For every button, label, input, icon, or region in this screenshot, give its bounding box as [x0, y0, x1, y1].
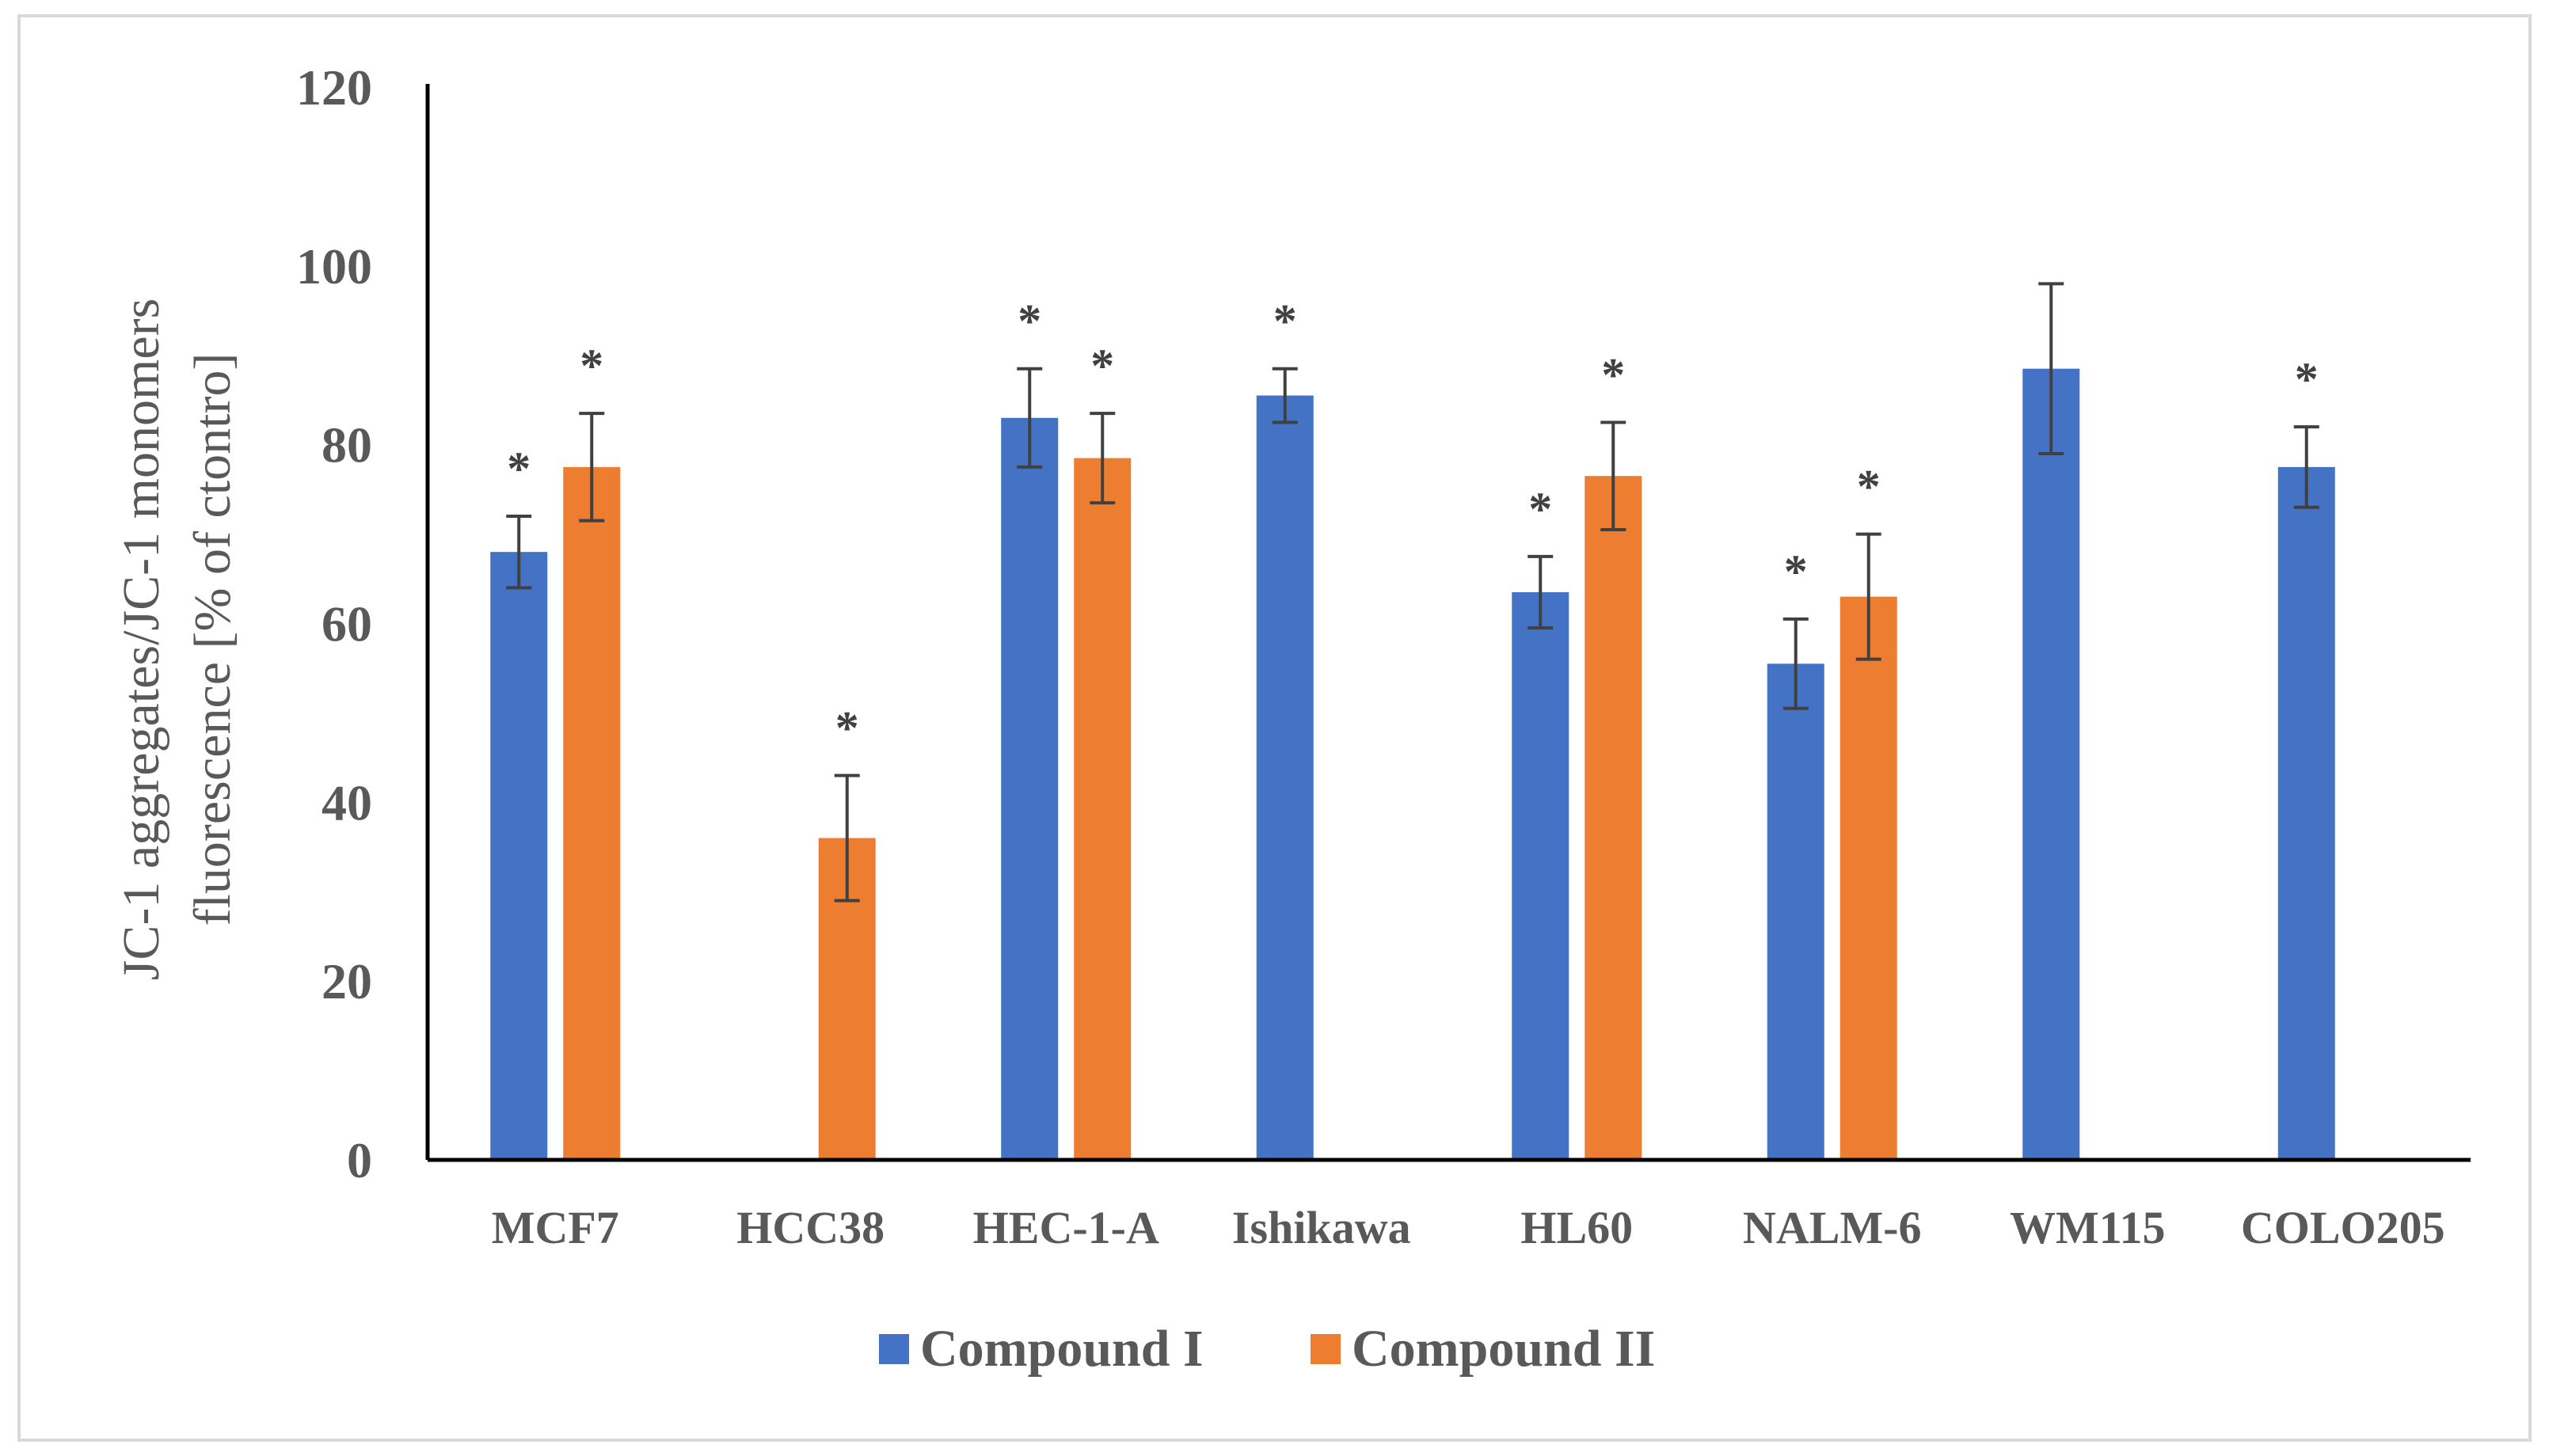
bars: * * * * * * * * * * *	[490, 282, 2335, 1160]
error-bar	[1855, 532, 1881, 661]
x-tick-label: WM115	[2010, 1202, 2166, 1253]
x-tick-label: COLO205	[2241, 1202, 2445, 1253]
bar-compound-i-wm115	[2022, 368, 2080, 1160]
y-tick-label: 60	[321, 596, 372, 652]
y-tick-label: 20	[321, 953, 372, 1009]
legend-label: Compound I	[920, 1320, 1204, 1378]
bar-compound-i-nalm-6	[1767, 663, 1824, 1160]
error-bar	[1090, 412, 1116, 505]
x-tick-label: Ishikawa	[1232, 1202, 1411, 1253]
error-bar	[1782, 617, 1809, 710]
x-tick-label: HCC38	[736, 1202, 885, 1253]
bar-compound-ii-mcf7	[563, 466, 621, 1160]
significance-marker: *	[1528, 483, 1552, 535]
x-tick-label: HEC-1-A	[973, 1202, 1159, 1253]
y-tick-label: 80	[321, 417, 372, 473]
significance-marker: *	[1784, 546, 1808, 598]
bar-compound-i-colo205	[2277, 466, 2335, 1160]
y-axis-title-line-2: fluorescence [% of ctontro]	[184, 353, 242, 926]
significance-marker: *	[835, 701, 859, 754]
error-bar	[2038, 282, 2064, 455]
legend: Compound I Compound II	[879, 1320, 1655, 1378]
error-bar	[579, 412, 605, 523]
bar-compound-i-hec-1-a	[1001, 417, 1059, 1160]
error-bar	[1600, 420, 1626, 531]
significance-marker: *	[507, 443, 531, 495]
significance-marker: *	[1018, 295, 1041, 348]
error-bar	[2293, 425, 2319, 509]
x-tick-label: MCF7	[492, 1202, 619, 1253]
bar-compound-ii-hec-1-a	[1074, 458, 1132, 1160]
y-axis-title: JC-1 aggregates/JC-1 monomers fluorescenc…	[112, 298, 242, 981]
significance-marker: *	[1090, 340, 1114, 392]
error-bar	[834, 774, 860, 903]
y-tick-label: 100	[296, 238, 372, 295]
error-bar	[1017, 367, 1043, 469]
y-tick-label: 120	[296, 59, 372, 116]
axes	[425, 84, 2471, 1162]
bar-compound-ii-hl60	[1585, 476, 1642, 1160]
significance-marker: *	[1857, 461, 1881, 513]
bar-compound-i-ishikawa	[1256, 395, 1314, 1160]
legend-swatch	[1311, 1334, 1341, 1364]
legend-swatch	[879, 1334, 909, 1364]
x-tick-label: HL60	[1520, 1202, 1633, 1253]
bar-compound-i-hl60	[1512, 591, 1569, 1160]
significance-marker: *	[1601, 348, 1625, 401]
y-axis-ticks: 0 20 40 60 80 100 120	[296, 59, 372, 1188]
error-bar	[1527, 554, 1554, 630]
y-tick-label: 40	[321, 774, 372, 831]
y-tick-label: 0	[347, 1132, 372, 1188]
bar-compound-i-mcf7	[490, 552, 548, 1160]
legend-item: Compound II	[1311, 1320, 1655, 1378]
significance-marker: *	[2295, 353, 2319, 405]
significance-marker: *	[580, 340, 603, 392]
x-tick-label: NALM-6	[1743, 1202, 1922, 1253]
legend-label: Compound II	[1352, 1320, 1655, 1378]
bar-compound-ii-nalm-6	[1839, 596, 1897, 1160]
significance-marker: *	[1273, 295, 1297, 348]
y-axis-title-line-1: JC-1 aggregates/JC-1 monomers	[112, 298, 170, 981]
error-bar	[506, 515, 532, 590]
x-axis-labels: MCF7 HCC38 HEC-1-A Ishikawa HL60 NALM-6 WM115 C…	[492, 1202, 2445, 1253]
legend-item: Compound I	[879, 1320, 1204, 1378]
error-bar	[1272, 367, 1298, 424]
